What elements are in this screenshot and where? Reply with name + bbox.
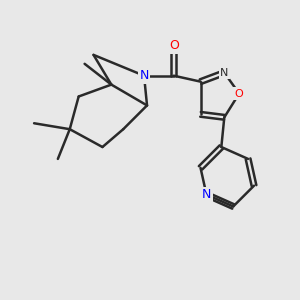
Text: N: N — [202, 188, 211, 201]
Text: N: N — [140, 69, 149, 82]
Text: O: O — [235, 88, 244, 98]
Text: N: N — [220, 68, 229, 78]
Text: O: O — [169, 40, 179, 52]
